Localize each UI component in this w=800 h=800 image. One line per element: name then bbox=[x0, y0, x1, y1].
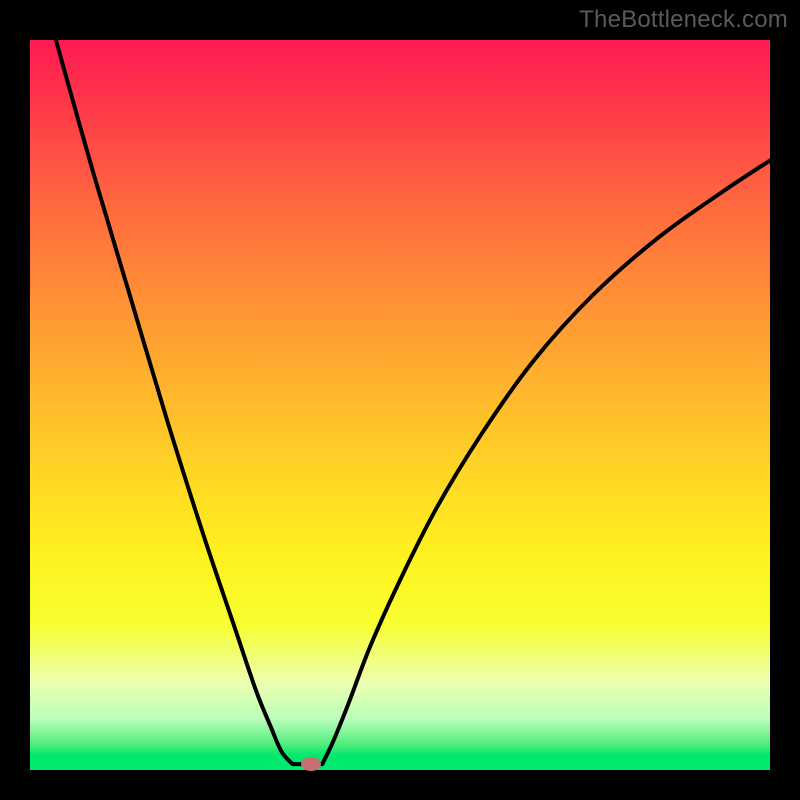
curve-svg bbox=[30, 40, 770, 770]
bottleneck-curve bbox=[56, 40, 770, 764]
chart-plot-area bbox=[30, 40, 770, 770]
watermark-text: TheBottleneck.com bbox=[579, 6, 788, 34]
